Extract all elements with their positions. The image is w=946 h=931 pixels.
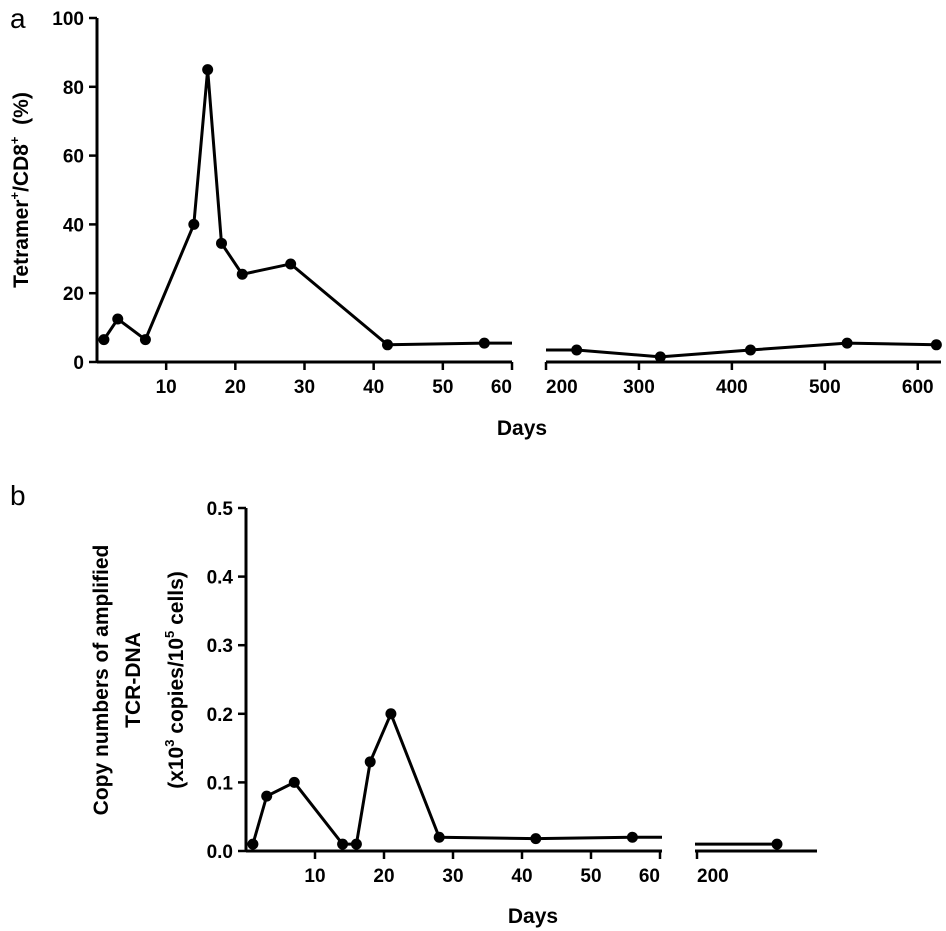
panel-label-a: a [10, 3, 26, 34]
y-tick-label: 0.2 [207, 705, 233, 726]
data-point [478, 337, 490, 349]
data-point [288, 776, 300, 788]
y-axis-label-b-line2: TCR-DNA [122, 632, 145, 728]
data-point [216, 237, 227, 249]
y-axis-label-b-line1: Copy numbers of amplified [90, 545, 113, 816]
series-lines-b [251, 709, 777, 846]
x-tick-label: 60 [491, 377, 512, 398]
data-point [364, 756, 376, 768]
y-tick-label: 0.1 [207, 773, 234, 794]
y-tick-label: 0 [73, 353, 84, 374]
x-tick-label: 300 [623, 377, 655, 398]
y-tick-label: 0.3 [207, 636, 233, 657]
y-units-sup2: 5 [162, 631, 177, 638]
data-point [337, 838, 349, 850]
data-point [385, 708, 397, 720]
y-tick-label: 60 [63, 147, 84, 168]
x-tick-label: 600 [902, 377, 934, 398]
data-point [202, 64, 214, 76]
y-units-part3: cells) [165, 571, 188, 631]
data-point [433, 831, 445, 843]
series-lines-a [102, 69, 937, 359]
data-point [261, 790, 273, 802]
series-points-b [247, 708, 783, 850]
panel-label-b: b [10, 480, 26, 511]
x-ticks-b: 10 20 30 40 50 60 200 [304, 851, 729, 887]
y-tick-label: 20 [63, 284, 84, 305]
x-tick-label: 50 [580, 866, 601, 887]
data-point [285, 258, 297, 270]
x-tick-label: 60 [639, 866, 660, 887]
x-tick-label: 20 [225, 377, 246, 398]
x-axis-label-a: Days [497, 417, 547, 440]
x-tick-label: 50 [432, 377, 453, 398]
y-tick-label: 40 [63, 215, 84, 236]
y-label-a-sup2: + [7, 136, 22, 144]
y-units-sup1: 3 [162, 740, 177, 747]
y-tick-label: 0.5 [207, 499, 234, 520]
data-point [139, 334, 151, 346]
x-tick-label: 40 [363, 377, 384, 398]
series-line-segment-1 [102, 69, 512, 347]
data-point [571, 344, 583, 356]
y-tick-label: 80 [63, 78, 84, 99]
data-point [247, 838, 259, 850]
data-point [771, 838, 783, 850]
data-point [841, 337, 853, 349]
x-tick-label: 10 [304, 866, 325, 887]
panel-a: a 0 20 40 60 80 100 10 20 30 40 50 60 200 300 400 500 6… [7, 3, 942, 440]
data-point [236, 268, 248, 280]
y-axis-label-b-units: (x103 copies/105 cells) [162, 571, 188, 789]
data-point [112, 313, 124, 325]
data-point [626, 831, 638, 843]
data-point [188, 218, 200, 230]
data-point [744, 344, 756, 356]
y-units-part1: (x10 [165, 747, 188, 789]
y-ticks-a: 0 20 40 60 80 100 [52, 9, 97, 374]
x-tick-label: 20 [373, 866, 394, 887]
x-tick-label: 200 [697, 866, 729, 887]
series-points-a [98, 64, 942, 363]
x-ticks-a: 10 20 30 40 50 60 200 300 400 500 600 [156, 362, 934, 398]
y-tick-label: 0.0 [207, 842, 233, 863]
y-ticks-b: 0.0 0.1 0.2 0.3 0.4 0.5 [207, 499, 246, 863]
x-tick-label: 40 [511, 866, 532, 887]
data-point [930, 339, 942, 351]
y-units-part2: copies/10 [165, 638, 188, 740]
y-axis-label-a: Tetramer+/CD8+ (%) [7, 92, 33, 288]
data-point [382, 339, 393, 351]
panel-b: b 0.0 0.1 0.2 0.3 0.4 0.5 10 20 30 40 50 60 200 Day… [10, 480, 817, 928]
x-axis-label-b: Days [508, 905, 558, 928]
x-tick-label: 30 [294, 377, 315, 398]
x-tick-label: 400 [716, 377, 748, 398]
data-point [530, 833, 542, 845]
series-line-segment-2 [546, 341, 937, 359]
x-tick-label: 200 [546, 377, 578, 398]
series-line-segment-1 [251, 709, 662, 846]
x-tick-label: 10 [156, 377, 177, 398]
y-label-a-part3: (%) [10, 92, 33, 136]
x-tick-label: 500 [809, 377, 841, 398]
y-label-a-part1: Tetramer [10, 200, 33, 288]
y-tick-label: 0.4 [207, 568, 234, 589]
x-tick-label: 30 [442, 866, 463, 887]
y-label-a-sup1: + [7, 192, 22, 200]
data-point [654, 351, 666, 363]
data-point [98, 334, 110, 346]
y-label-a-part2: /CD8 [10, 144, 33, 192]
y-tick-label: 100 [52, 9, 84, 30]
data-point [350, 838, 362, 850]
